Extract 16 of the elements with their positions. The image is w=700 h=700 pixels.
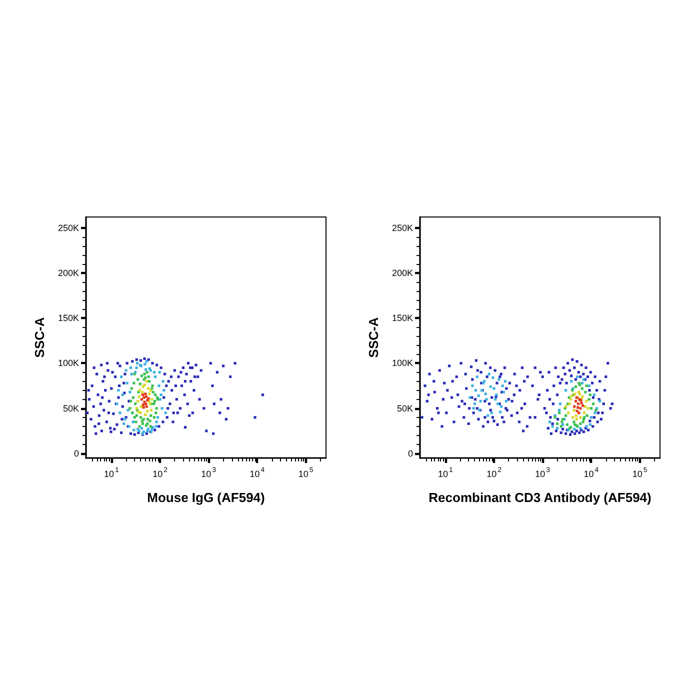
x-axis-title: Recombinant CD3 Antibody (AF594) bbox=[428, 490, 652, 505]
y-tick-label: 0 bbox=[74, 448, 79, 458]
y-tick-label: 200K bbox=[392, 268, 413, 278]
y-tick-label: 250K bbox=[392, 222, 413, 233]
y-axis-title: SSC-A bbox=[32, 316, 47, 358]
y-axis-title: SSC-A bbox=[366, 316, 381, 358]
y-tick-label: 150K bbox=[58, 313, 79, 324]
x-axis-title: Mouse IgG (AF594) bbox=[147, 490, 265, 505]
y-tick-label: 250K bbox=[58, 222, 79, 233]
y-tick-label: 50K bbox=[62, 403, 79, 414]
y-tick-label: 0 bbox=[408, 448, 413, 458]
y-tick-label: 150K bbox=[392, 313, 413, 324]
y-tick-label: 50K bbox=[396, 403, 413, 414]
y-tick-label: 200K bbox=[58, 268, 79, 278]
y-tick-label: 100K bbox=[392, 358, 413, 368]
y-tick-label: 100K bbox=[58, 358, 79, 368]
